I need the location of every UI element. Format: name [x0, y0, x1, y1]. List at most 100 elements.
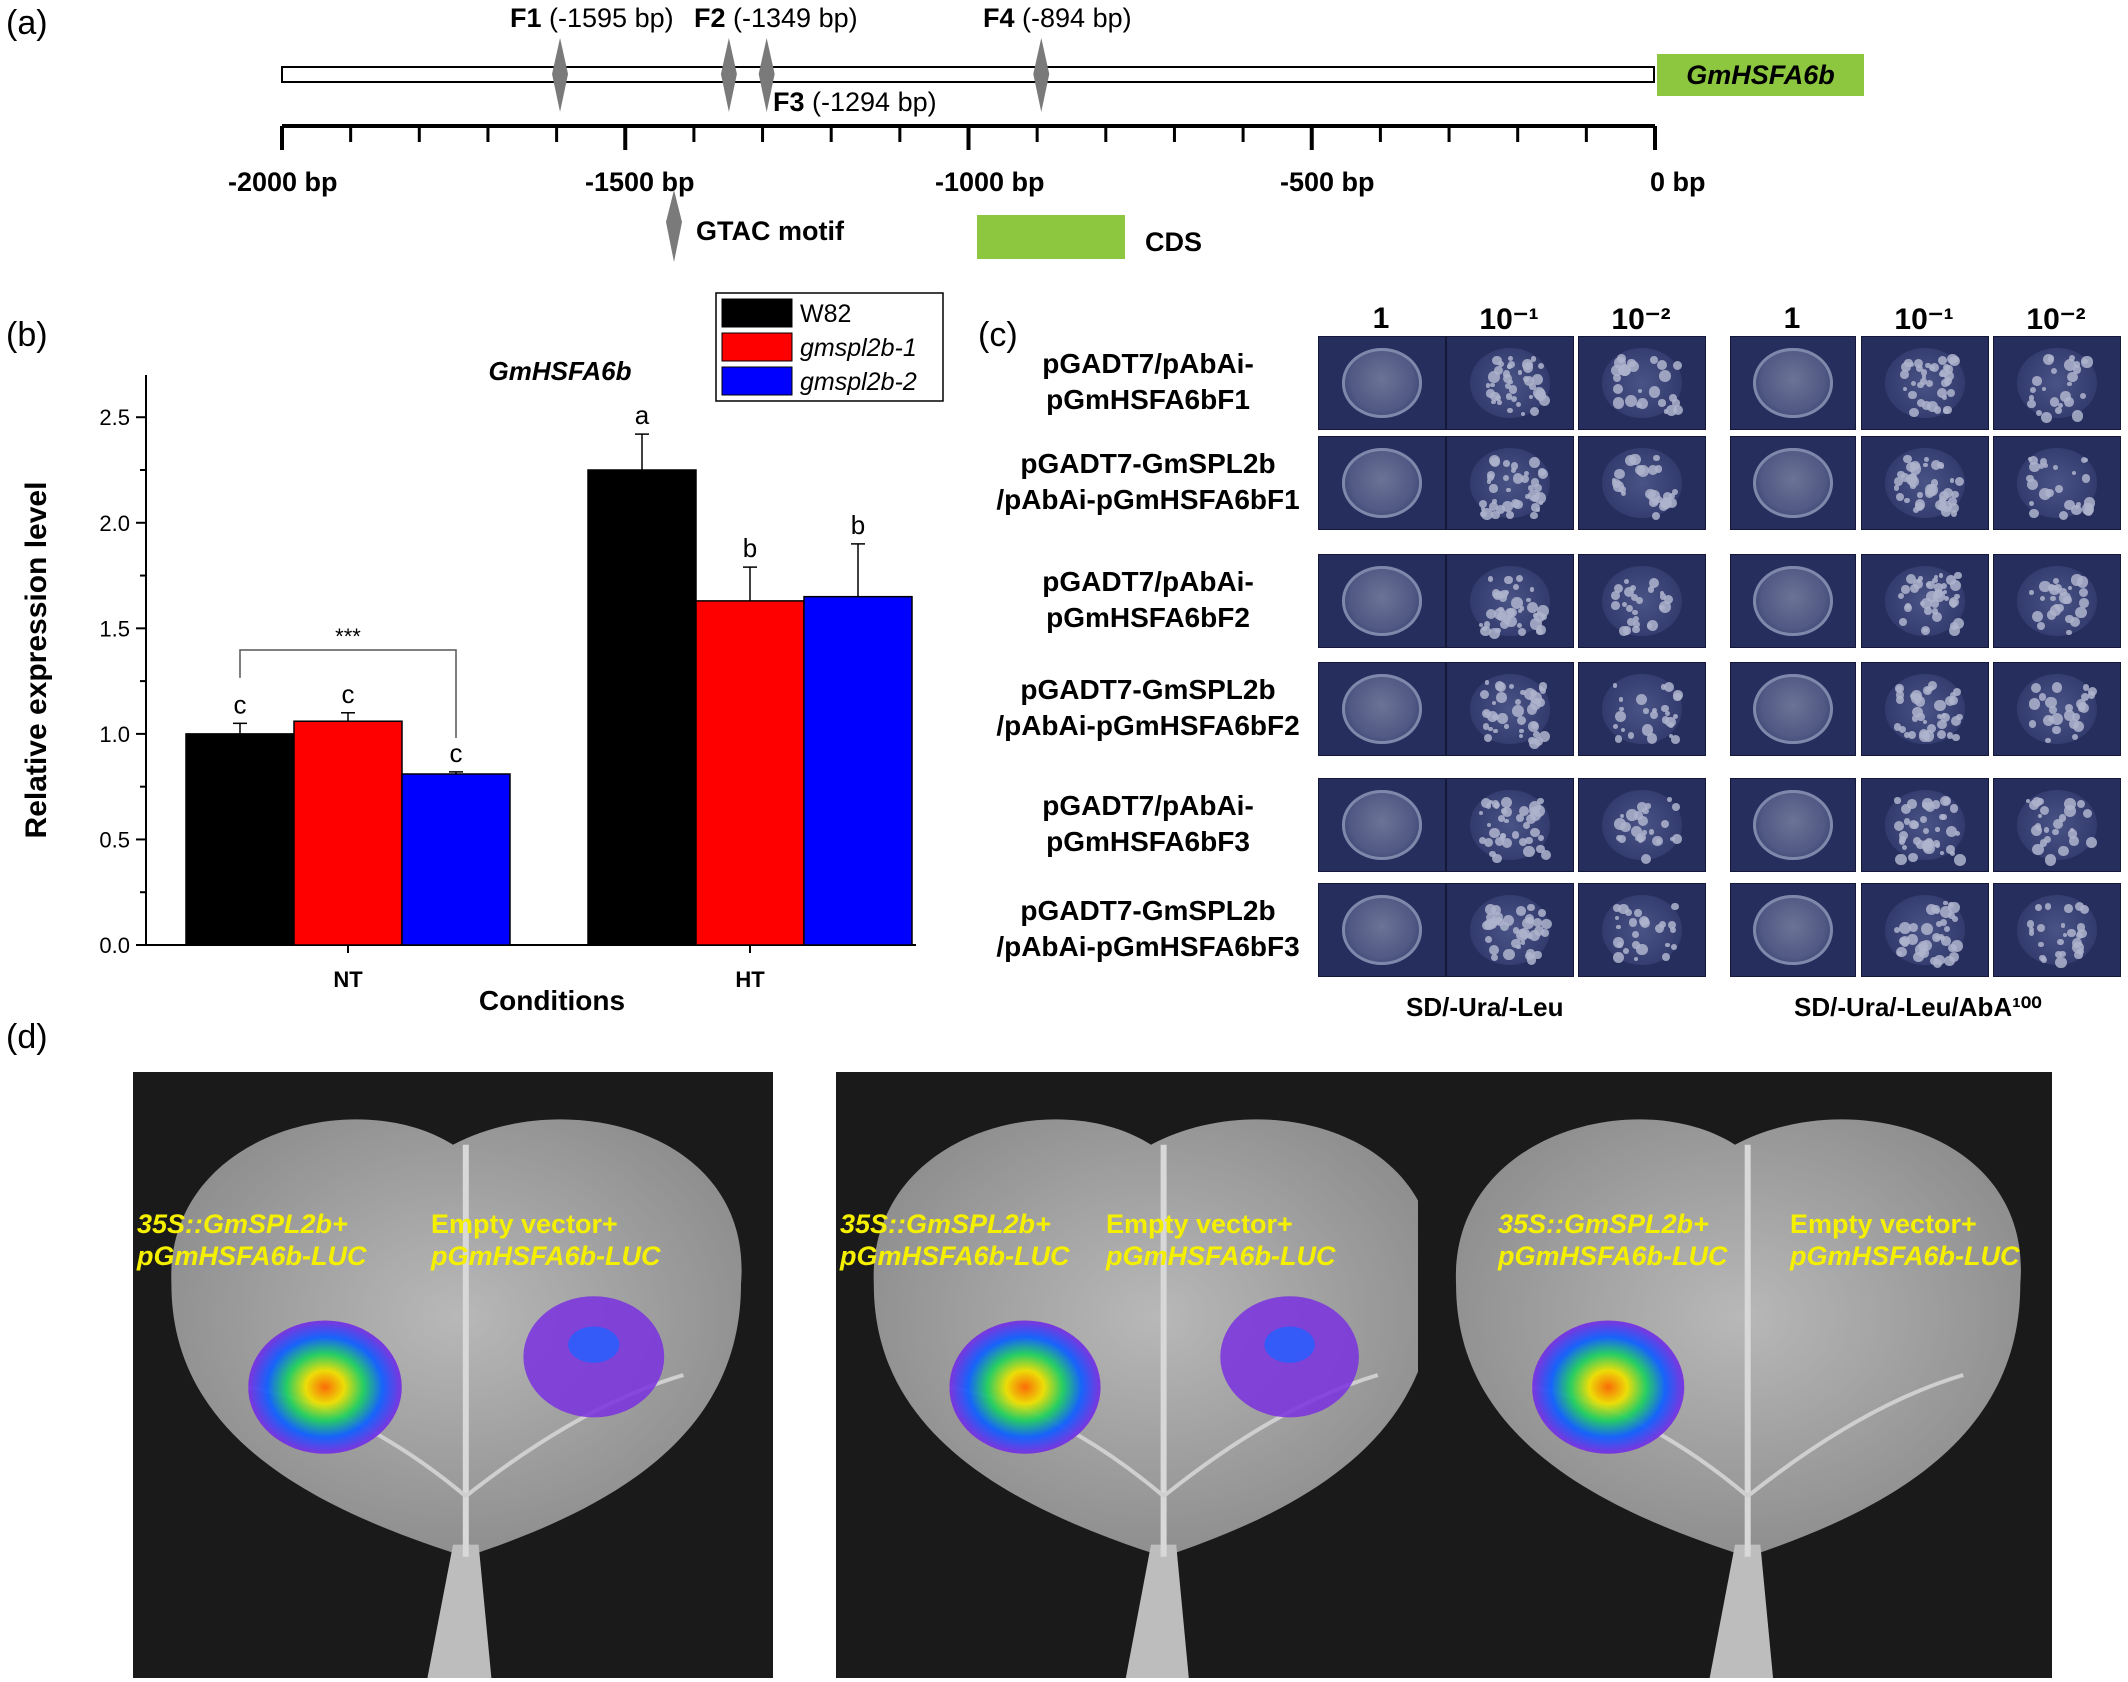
yeast-colony [1505, 616, 1517, 628]
yeast-colony [1907, 730, 1917, 739]
yeast-spot [1753, 790, 1833, 860]
yeast-colony [1512, 704, 1524, 717]
yeast-spot-plate [1446, 336, 1574, 430]
yeast-colony [1634, 464, 1646, 476]
yeast-colony [1629, 453, 1641, 465]
yeast-colony [1661, 704, 1670, 713]
yeast-colony [2049, 397, 2060, 407]
yeast-colony [1659, 593, 1667, 600]
yeast-colony [2064, 499, 2075, 511]
significance-letter: a [635, 400, 650, 430]
yeast-colony [2058, 510, 2069, 521]
label-line: pGmHSFA6b-LUC [1790, 1241, 2020, 1271]
construct-label: pGADT7-GmSPL2b/pAbAi-pGmHSFA6bF1 [978, 446, 1318, 518]
luc-signal-core [1264, 1326, 1315, 1363]
yeast-colony [1489, 484, 1498, 493]
yeast-colony [1497, 814, 1506, 822]
yeast-colony [1526, 916, 1534, 925]
yeast-colony [1480, 689, 1490, 699]
yeast-colony [2029, 462, 2040, 473]
construct-label-empty-vector: Empty vector+ pGmHSFA6b-LUC [431, 1208, 661, 1272]
yeast-colony [2038, 693, 2047, 702]
yeast-colony [1940, 506, 1952, 517]
promoter-bar [281, 66, 1655, 83]
yeast-colony [1910, 821, 1919, 830]
yeast-colony [1894, 820, 1905, 831]
yeast-colony [1635, 694, 1647, 706]
yeast-colony [2083, 457, 2089, 462]
yeast-colony [1538, 835, 1544, 842]
yeast-colony [1512, 927, 1520, 934]
yeast-spot-plate [1730, 436, 1856, 530]
yeast-colony [1625, 604, 1633, 613]
yeast-colony [1514, 698, 1522, 706]
yeast-colony [2032, 844, 2044, 856]
yeast-colony [1641, 724, 1654, 736]
yeast-colony [1491, 355, 1502, 366]
yeast-colony [2071, 410, 2083, 422]
yeast-colony [1659, 590, 1664, 595]
construct-label-line: /pAbAi-pGmHSFA6bF1 [996, 484, 1300, 515]
yeast-colony [1664, 681, 1675, 692]
yeast-colony [1665, 716, 1677, 728]
yeast-colony [1538, 730, 1551, 743]
yeast-colony [1949, 803, 1959, 813]
yeast-colony [1488, 454, 1501, 467]
yeast-colony [1936, 921, 1943, 927]
yeast-spot-plate [1730, 778, 1856, 872]
yeast-colony [1616, 941, 1624, 949]
yeast-colony [2042, 386, 2047, 391]
construct-label-empty-vector: Empty vector+ pGmHSFA6b-LUC [1790, 1208, 2020, 1272]
yeast-colony [1938, 573, 1943, 578]
yeast-colony [1933, 588, 1943, 598]
yeast-colony [2051, 713, 2063, 726]
yeast-colony [1941, 713, 1947, 719]
expression-bar-chart: 0.0 0.5 1.0 1.5 2.0 2.5 Relative expression le… [20, 292, 944, 1016]
yeast-colony [2080, 904, 2090, 914]
gene-name: GmHSFA6b [1686, 60, 1835, 90]
gtac-motif-legend-icon [666, 190, 682, 262]
yeast-colony [1484, 679, 1490, 685]
promoter-diagram [280, 38, 1657, 262]
yeast-colony [1517, 623, 1523, 629]
yeast-colony [2026, 920, 2035, 928]
yeast-colony [1527, 955, 1537, 965]
yeast-colony [1940, 905, 1953, 918]
yeast-colony [1900, 473, 1910, 482]
yeast-colony [1934, 583, 1944, 592]
yeast-colony [1492, 589, 1501, 598]
yeast-colony [1907, 799, 1917, 809]
yeast-spot-plate [1993, 662, 2121, 756]
yeast-colony [1916, 839, 1926, 849]
yeast-colony [1665, 942, 1670, 948]
yeast-colony [1943, 900, 1949, 906]
yeast-colony [1614, 734, 1623, 743]
legend-entry: gmspl2b-2 [800, 368, 917, 396]
yeast-colony [1946, 388, 1956, 398]
yeast-colony [1486, 479, 1492, 484]
significance-letter: b [851, 510, 865, 540]
yeast-colony [1488, 628, 1500, 639]
construct-label-gmspl2b: 35S::GmSPL2b+ pGmHSFA6b-LUC [1498, 1208, 1728, 1272]
yeast-colony [1651, 707, 1658, 714]
yeast-colony [2058, 813, 2067, 822]
legend-entry: W82 [800, 300, 851, 328]
yeast-spot-plate [1318, 554, 1446, 648]
yeast-colony [1920, 939, 1932, 951]
yeast-colony [1626, 358, 1636, 368]
gtac-motif-f2 [720, 38, 737, 112]
yeast-colony [2045, 696, 2057, 709]
yeast-colony [1897, 470, 1905, 479]
yeast-colony [1611, 364, 1623, 377]
yeast-colony [1490, 953, 1498, 962]
yeast-colony [1490, 392, 1500, 402]
yeast-colony [1658, 399, 1666, 407]
yeast-colony [1954, 854, 1966, 867]
luc-signal-gmspl2b [949, 1320, 1101, 1454]
yeast-colony [1672, 834, 1682, 844]
yeast-colony [1618, 903, 1629, 915]
yeast-colony [1646, 733, 1658, 744]
yeast-colony [2074, 950, 2084, 960]
luc-signal-empty-vector [1220, 1296, 1359, 1418]
yeast-colony [1612, 683, 1618, 688]
